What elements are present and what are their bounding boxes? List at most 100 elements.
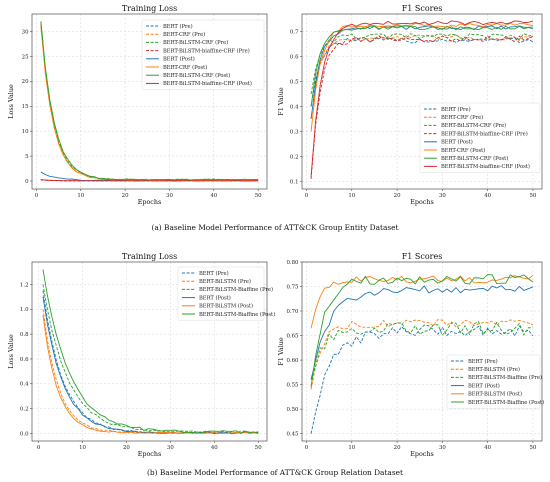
- x-tick-label: 20: [394, 445, 401, 451]
- y-tick-label: 0.5: [290, 79, 299, 85]
- y-tick-label: 20: [22, 79, 29, 85]
- x-tick-label: 50: [530, 445, 537, 451]
- y-axis-label: F1 Value: [277, 337, 285, 366]
- series-line-3: [310, 321, 533, 380]
- legend-entry-label: BERT-BiLSTM-biaffine-CRF (Post): [163, 80, 252, 87]
- plot-frame: [31, 261, 268, 442]
- legend-entry-label: BERT (Post): [468, 382, 500, 389]
- caption-b: (b) Baseline Model Performance of ATT&CK…: [147, 468, 403, 477]
- x-axis-label: Epochs: [410, 450, 434, 458]
- series-line-2: [310, 34, 533, 120]
- x-axis-label: Epochs: [138, 450, 162, 458]
- x-tick-label: 10: [348, 193, 355, 199]
- x-tick-label: 10: [348, 445, 355, 451]
- y-tick-label: 1.0: [20, 307, 29, 313]
- legend-entry-label: BERT-BiLSTM-CRF (Pre): [163, 39, 228, 46]
- chart-legend: BERT (Pre)BERT-CRF (Pre)BERT-BiLSTM-CRF …: [141, 19, 265, 90]
- x-tick-label: 40: [210, 193, 217, 199]
- x-tick-label: 50: [530, 193, 537, 199]
- y-tick-label: 0.8: [20, 332, 29, 338]
- legend-entry-label: BERT (Pre): [441, 106, 471, 113]
- legend-entry-label: BERT (Post): [441, 139, 473, 146]
- legend-entry-label: BERT-CRF (Post): [441, 147, 485, 154]
- legend-entry-label: BERT-BiLSTM-Biaffine (Post): [468, 399, 544, 406]
- legend-box: [419, 102, 541, 173]
- series-line-8: [40, 179, 259, 182]
- x-axis-label: Epochs: [410, 198, 434, 206]
- legend-entry-label: BERT (Post): [199, 294, 231, 301]
- plot-frame: [31, 13, 268, 190]
- y-tick-label: 0.80: [286, 260, 299, 266]
- legend-box: [141, 19, 265, 90]
- legend-entry-label: BERT-BiLSTM-Biaffine (Pre): [199, 286, 273, 293]
- x-tick-label: 40: [211, 445, 218, 451]
- x-tick-label: 10: [79, 445, 86, 451]
- chart-panel-3: 0 10 20 30 40 50 0.0 0.2 0.4 0.6 0.8 1.0 1.2 Training…: [7, 252, 275, 458]
- series-line-6: [42, 269, 259, 434]
- x-tick-label: 0: [37, 445, 41, 451]
- legend-entry-label: BERT-BiLSTM (Pre): [468, 366, 520, 373]
- y-axis-label: F1 Value: [277, 87, 285, 116]
- y-tick-label: 0.6: [290, 54, 299, 60]
- x-tick-label: 30: [439, 445, 446, 451]
- x-tick-label: 40: [484, 445, 491, 451]
- legend-entry-label: BERT-BiLSTM-CRF (Pre): [441, 122, 506, 129]
- y-tick-label: 0.4: [290, 104, 299, 110]
- chart-title: Training Loss: [122, 4, 177, 13]
- series-line-5: [42, 315, 259, 434]
- y-axis-label: Loss Value: [7, 334, 15, 369]
- y-tick-label: 0.4: [20, 382, 29, 388]
- y-tick-label: 0.75: [286, 284, 299, 290]
- y-axis-label: Loss Value: [7, 84, 15, 119]
- series-line-3: [42, 284, 259, 434]
- x-tick-label: 20: [394, 193, 401, 199]
- series-line-7: [310, 25, 533, 107]
- y-tick-label: 0.1: [290, 179, 299, 185]
- x-tick-label: 30: [439, 193, 446, 199]
- y-tick-label: 0.2: [20, 407, 29, 413]
- x-tick-label: 30: [167, 445, 174, 451]
- series-line-1: [310, 324, 534, 434]
- series-line-8: [310, 20, 534, 177]
- legend-entry-label: BERT-BiLSTM-biaffine-CRF (Pre): [163, 47, 250, 54]
- legend-entry-label: BERT-BiLSTM (Pre): [199, 278, 251, 285]
- y-tick-label: 0.55: [286, 383, 299, 389]
- caption-a: (a) Baseline Model Performance of ATT&CK…: [152, 223, 399, 232]
- series-line-4: [310, 35, 534, 180]
- x-tick-label: 0: [305, 445, 309, 451]
- y-tick-label: 0.60: [286, 358, 299, 364]
- series-line-4: [310, 285, 534, 380]
- legend-entry-label: BERT-BiLSTM-Biaffine (Post): [199, 311, 275, 318]
- y-tick-label: 10: [22, 129, 29, 135]
- series-line-1: [310, 36, 534, 107]
- y-tick-label: 5: [25, 154, 29, 160]
- chart-panel-1: 0 10 20 30 40 50 0 5 10 15 20 25 30 Training Loss Epoc…: [7, 4, 268, 206]
- legend-box: [177, 266, 265, 321]
- legend-entry-label: BERT-BiLSTM-Biaffine (Pre): [468, 374, 542, 381]
- series-line-4: [42, 296, 259, 435]
- x-axis-label: Epochs: [138, 198, 162, 206]
- y-tick-label: 25: [22, 54, 29, 60]
- y-tick-label: 1.2: [20, 282, 29, 288]
- y-tick-label: 0.0: [20, 431, 29, 437]
- plot-frame: [301, 261, 543, 442]
- x-tick-label: 10: [77, 193, 84, 199]
- legend-entry-label: BERT-CRF (Pre): [163, 31, 205, 38]
- series-line-6: [310, 274, 534, 388]
- y-tick-label: 0.6: [20, 357, 29, 363]
- series-line-3: [310, 33, 534, 95]
- y-tick-label: 0.65: [286, 333, 299, 339]
- chart-panel-2: 0 10 20 30 40 50 0.1 0.2 0.3 0.4 0.5 0.6 0.7 F1 Score…: [277, 4, 543, 206]
- x-tick-label: 0: [305, 193, 309, 199]
- y-tick-label: 0.7: [290, 29, 299, 35]
- legend-entry-label: BERT-BiLSTM (Post): [199, 303, 253, 310]
- y-tick-label: 0.2: [290, 154, 299, 160]
- legend-entry-label: BERT-BiLSTM (Post): [468, 391, 522, 398]
- series-line-7: [40, 21, 259, 181]
- legend-entry-label: BERT-BiLSTM-biaffine-CRF (Post): [441, 163, 530, 170]
- chart-legend: BERT (Pre)BERT-BiLSTM (Pre)BERT-BiLSTM-B…: [177, 266, 275, 321]
- y-tick-label: 0.50: [286, 407, 299, 413]
- legend-entry-label: BERT (Pre): [199, 270, 229, 277]
- chart-legend: BERT (Pre)BERT-CRF (Pre)BERT-BiLSTM-CRF …: [419, 102, 541, 173]
